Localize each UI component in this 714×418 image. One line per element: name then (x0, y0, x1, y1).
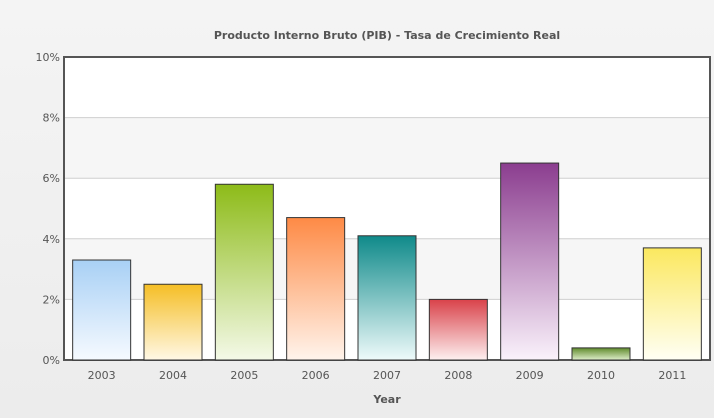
x-tick-label: 2005 (230, 369, 258, 382)
bar-2006[interactable] (286, 217, 346, 361)
x-tick-label: 2004 (159, 369, 187, 382)
bar-2003[interactable] (72, 259, 132, 361)
plot-band (64, 57, 710, 118)
chart-title: Producto Interno Bruto (PIB) - Tasa de C… (214, 29, 560, 42)
y-axis-tick-labels: 0% 2% 4% 6% 8% 10% (36, 51, 60, 367)
y-tick-label: 8% (43, 112, 60, 125)
x-tick-label: 2009 (516, 369, 544, 382)
x-tick-label: 2011 (658, 369, 686, 382)
bar-2004[interactable] (143, 283, 203, 361)
y-tick-label: 4% (43, 233, 60, 246)
bar-2005[interactable] (214, 183, 274, 361)
bar-2009[interactable] (500, 162, 560, 361)
bar-2010[interactable] (571, 347, 631, 361)
bar-2007[interactable] (357, 235, 417, 361)
bar-2008[interactable] (428, 298, 488, 361)
y-tick-label: 0% (43, 354, 60, 367)
y-tick-label: 6% (43, 172, 60, 185)
plot-band (64, 178, 710, 239)
bars-group (72, 162, 702, 361)
x-tick-label: 2008 (444, 369, 472, 382)
y-tick-label: 10% (36, 51, 60, 64)
bar-2011[interactable] (642, 247, 702, 361)
x-axis-tick-labels: 2003 2004 2005 2006 2007 2008 2009 2010 2011 (88, 369, 687, 382)
plot-band (64, 117, 710, 179)
x-tick-label: 2007 (373, 369, 401, 382)
y-tick-label: 2% (43, 293, 60, 306)
x-tick-label: 2006 (302, 369, 330, 382)
x-tick-label: 2003 (88, 369, 116, 382)
x-axis-title: Year (372, 393, 401, 406)
x-tick-label: 2010 (587, 369, 615, 382)
